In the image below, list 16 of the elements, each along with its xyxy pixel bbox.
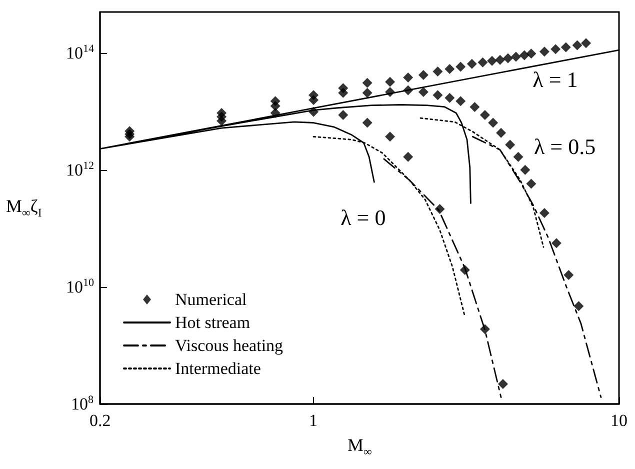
x-tick-label: 1 <box>309 411 318 430</box>
y-axis-title: M$_{∞}$ζ$_{I}$ <box>6 196 42 220</box>
y-tick-label: 10$^{8}$ <box>71 394 94 414</box>
y-tick-label: 10$^{10}$ <box>66 276 94 297</box>
y-tick-label: 10$^{14}$ <box>66 42 94 63</box>
x-tick-label: 0.2 <box>90 411 111 430</box>
legend-label: Intermediate <box>175 359 261 378</box>
annotation: λ = 0.5 <box>534 134 596 159</box>
annotation: λ = 0 <box>340 204 386 230</box>
annotation: λ = 1 <box>532 66 578 92</box>
legend-label: Viscous heating <box>175 336 284 355</box>
y-tick-label: 10$^{12}$ <box>66 160 94 180</box>
x-tick-label: 10 <box>610 411 628 430</box>
x-axis-title: M$_{∞}$ <box>348 435 372 459</box>
legend-label: Hot stream <box>175 313 250 332</box>
legend-label: Numerical <box>175 290 248 309</box>
